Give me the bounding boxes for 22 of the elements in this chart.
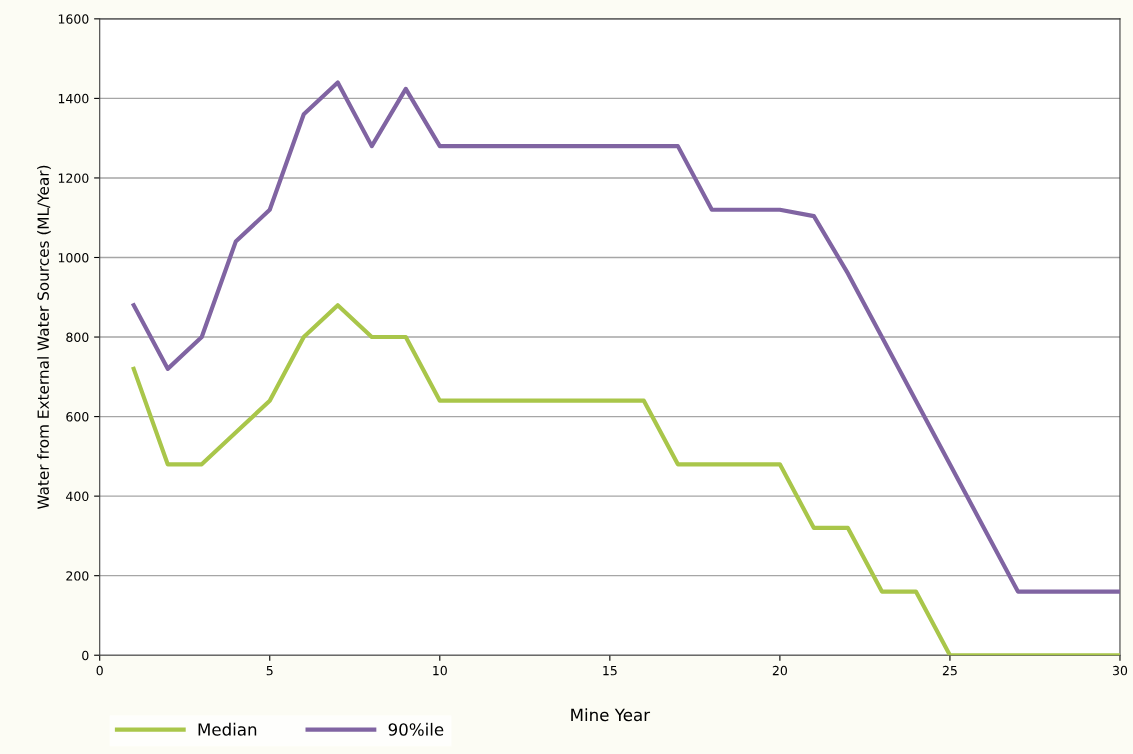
y-tick-label: 1400 <box>58 93 89 104</box>
y-tick-label: 1600 <box>58 14 89 24</box>
y-tick-label: 1200 <box>58 173 89 183</box>
y-tick-label: 1000 <box>58 252 89 263</box>
y-tick-label: 200 <box>66 571 89 581</box>
legend-label: 90%ile <box>388 722 444 736</box>
y-tick-label: 400 <box>66 491 89 502</box>
y-tick-label: 800 <box>66 332 89 342</box>
x-tick-label: 25 <box>942 665 957 676</box>
x-tick-label: 20 <box>772 665 787 676</box>
line-series <box>131 80 1120 594</box>
x-axis-title: Mine Year <box>571 708 651 722</box>
y-axis-title: Water from External Water Sources (ML/Year) <box>37 165 51 510</box>
x-tick-label: 0 <box>96 665 103 676</box>
y-tick-label: 0 <box>82 650 89 661</box>
x-tick-label: 10 <box>433 665 447 676</box>
line-series <box>131 303 1120 656</box>
x-tick-label: 30 <box>1112 665 1128 676</box>
x-tick-label: 5 <box>266 666 273 676</box>
x-tick-label: 15 <box>603 666 617 676</box>
y-tick-label: 600 <box>66 412 89 422</box>
legend-label: Median <box>198 722 257 736</box>
